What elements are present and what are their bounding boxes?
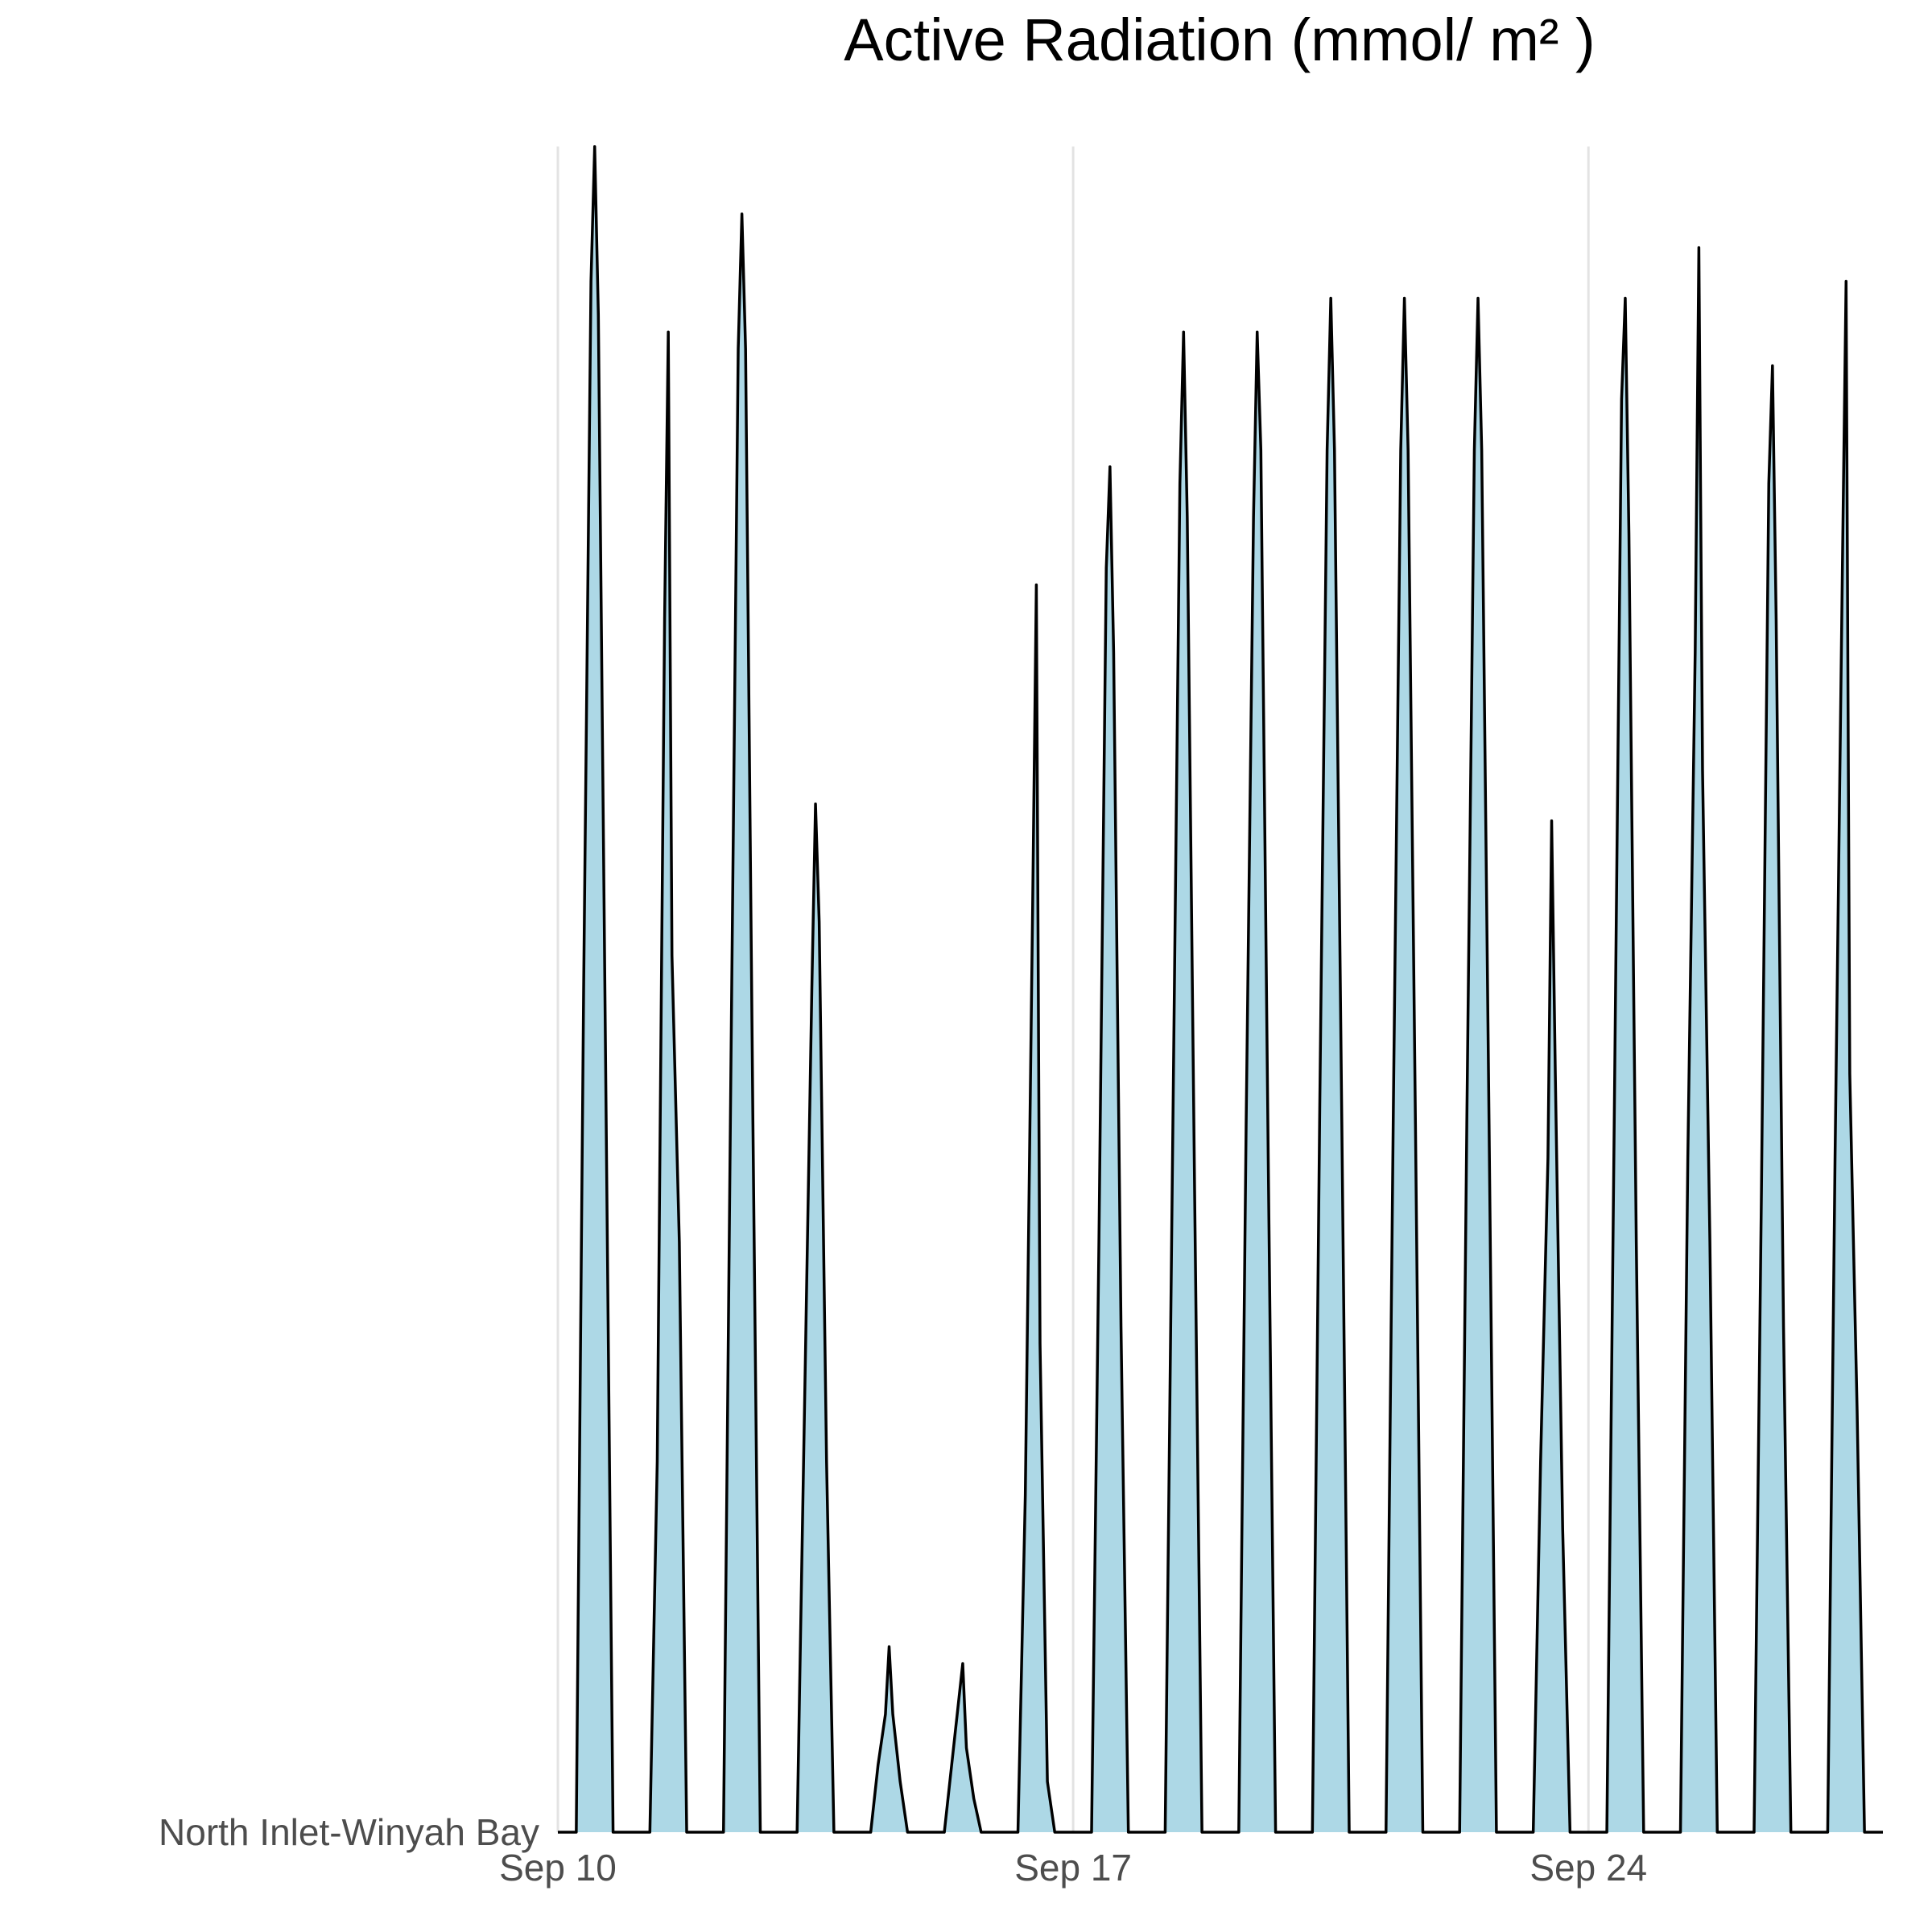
area (558, 147, 1883, 1832)
line (558, 145, 1883, 1834)
x-tick-label: Sep 17 (1014, 1847, 1132, 1889)
x-tick-label: Sep 10 (499, 1847, 617, 1889)
chart-title: Active Radiation (mmol/ m² ) (844, 6, 1595, 73)
y-category-label: North Inlet-Winyah Bay (159, 1811, 539, 1853)
x-tick-label: Sep 24 (1530, 1847, 1647, 1889)
